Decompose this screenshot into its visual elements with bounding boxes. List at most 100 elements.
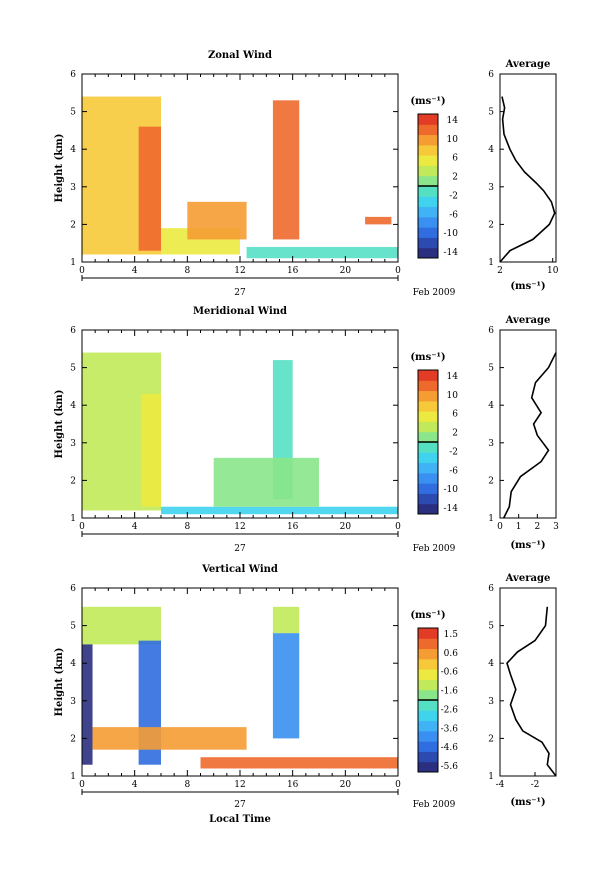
colorbar-segment: [418, 411, 438, 422]
colorbar-segment: [418, 503, 438, 515]
colorbar-tick-label: -2.6: [441, 705, 459, 715]
y-tick-label: 2: [70, 476, 76, 486]
x-tick-label: 16: [287, 522, 299, 532]
vertical-day-label: 27: [234, 800, 246, 810]
x-tick-label: 0: [79, 780, 85, 790]
average-x-tick-label: 0: [497, 522, 503, 532]
meridional-panel: Meridional Wind Height (km) (ms⁻¹) Avera…: [54, 306, 550, 554]
average-y-tick-label: 3: [488, 439, 494, 449]
colorbar-segment: [418, 462, 438, 474]
average-profile-line: [506, 606, 557, 777]
average-y-tick-label: 5: [488, 622, 494, 632]
colorbar-segment: [418, 761, 438, 773]
data-block: [213, 457, 319, 507]
x-tick-label: 4: [132, 266, 138, 276]
average-y-tick-label: 3: [488, 697, 494, 707]
zonal-average-xlabel: (ms⁻¹): [510, 281, 545, 292]
zonal-average-title: Average: [505, 59, 551, 70]
colorbar-segment: [418, 400, 438, 412]
x-tick-label: 0: [395, 266, 401, 276]
colorbar-tick-label: -5.6: [441, 762, 459, 772]
colorbar-segment: [418, 206, 438, 218]
colorbar-segment: [418, 431, 438, 443]
y-tick-label: 4: [70, 145, 76, 155]
zonal-panel: Zonal Wind Height (km) (ms⁻¹) Average (m…: [54, 50, 550, 298]
colorbar-segment: [418, 628, 438, 639]
colorbar-segment: [418, 483, 438, 494]
colorbar-segment: [418, 720, 438, 732]
x-tick-label: 16: [287, 266, 299, 276]
meridional-average-title: Average: [505, 315, 551, 326]
x-tick-label: 20: [340, 780, 352, 790]
average-y-tick-label: 6: [488, 326, 494, 336]
colorbar-segment: [418, 370, 438, 381]
x-tick-label: 8: [184, 780, 190, 790]
y-tick-label: 4: [70, 659, 76, 669]
y-tick-label: 1: [70, 514, 76, 524]
local-time-xlabel: Local Time: [209, 814, 271, 825]
vertical-ylabel: Height (km): [54, 648, 65, 717]
average-y-tick-label: 4: [488, 145, 494, 155]
data-block: [246, 246, 398, 259]
colorbar-segment: [418, 165, 438, 177]
zonal-day-label: 27: [234, 288, 246, 298]
y-tick-label: 3: [70, 183, 76, 193]
colorbar-tick-label: -2: [449, 191, 458, 201]
colorbar-segment: [418, 730, 438, 742]
colorbar-tick-label: 0.6: [444, 649, 459, 659]
colorbar-segment: [418, 144, 438, 156]
colorbar-tick-label: -4.6: [441, 743, 459, 753]
y-tick-label: 6: [70, 326, 76, 336]
y-tick-label: 3: [70, 439, 76, 449]
x-tick-label: 12: [234, 266, 245, 276]
y-tick-label: 1: [70, 258, 76, 268]
data-block: [200, 757, 398, 769]
colorbar-tick-label: -14: [444, 248, 459, 258]
colorbar-segment: [418, 390, 438, 402]
colorbar-segment: [418, 114, 438, 125]
average-profile-line: [502, 352, 557, 519]
colorbar-tick-label: -14: [444, 504, 459, 514]
colorbar-tick-label: -10: [444, 485, 459, 495]
meridional-date-label: Feb 2009: [413, 544, 456, 554]
data-block: [272, 633, 300, 739]
average-x-tick-label: 2: [497, 266, 503, 276]
y-tick-label: 3: [70, 697, 76, 707]
vertical-panel: Vertical Wind Height (km) (ms⁻¹) Average…: [54, 564, 550, 825]
colorbar-tick-label: -10: [444, 229, 459, 239]
colorbar-segment: [418, 689, 438, 701]
average-x-tick-label: 10: [547, 266, 559, 276]
colorbar-tick-label: -0.6: [441, 668, 459, 678]
data-block: [272, 606, 300, 634]
vertical-title: Vertical Wind: [201, 564, 278, 575]
x-tick-label: 20: [340, 522, 352, 532]
data-block: [187, 201, 247, 240]
colorbar-segment: [418, 247, 438, 259]
average-y-tick-label: 5: [488, 364, 494, 374]
y-tick-label: 2: [70, 220, 76, 230]
average-y-tick-label: 1: [488, 514, 494, 524]
colorbar-tick-label: 6: [452, 154, 458, 164]
colorbar-segment: [418, 710, 438, 722]
colorbar-segment: [418, 124, 438, 136]
colorbar-segment: [418, 421, 438, 433]
meridional-ylabel: Height (km): [54, 390, 65, 459]
average-profile-line: [499, 96, 556, 263]
average-y-tick-label: 4: [488, 659, 494, 669]
meridional-colorbar-unit: (ms⁻¹): [410, 352, 445, 363]
average-x-tick-label: 2: [534, 522, 540, 532]
vertical-date-label: Feb 2009: [413, 800, 456, 810]
y-tick-label: 5: [70, 108, 76, 118]
x-tick-label: 20: [340, 266, 352, 276]
x-tick-label: 0: [395, 522, 401, 532]
data-block: [161, 506, 398, 515]
zonal-colorbar-unit: (ms⁻¹): [410, 96, 445, 107]
x-tick-label: 8: [184, 522, 190, 532]
y-tick-label: 4: [70, 401, 76, 411]
colorbar-tick-label: 6: [452, 410, 458, 420]
x-tick-label: 12: [234, 780, 245, 790]
average-y-tick-label: 1: [488, 772, 494, 782]
